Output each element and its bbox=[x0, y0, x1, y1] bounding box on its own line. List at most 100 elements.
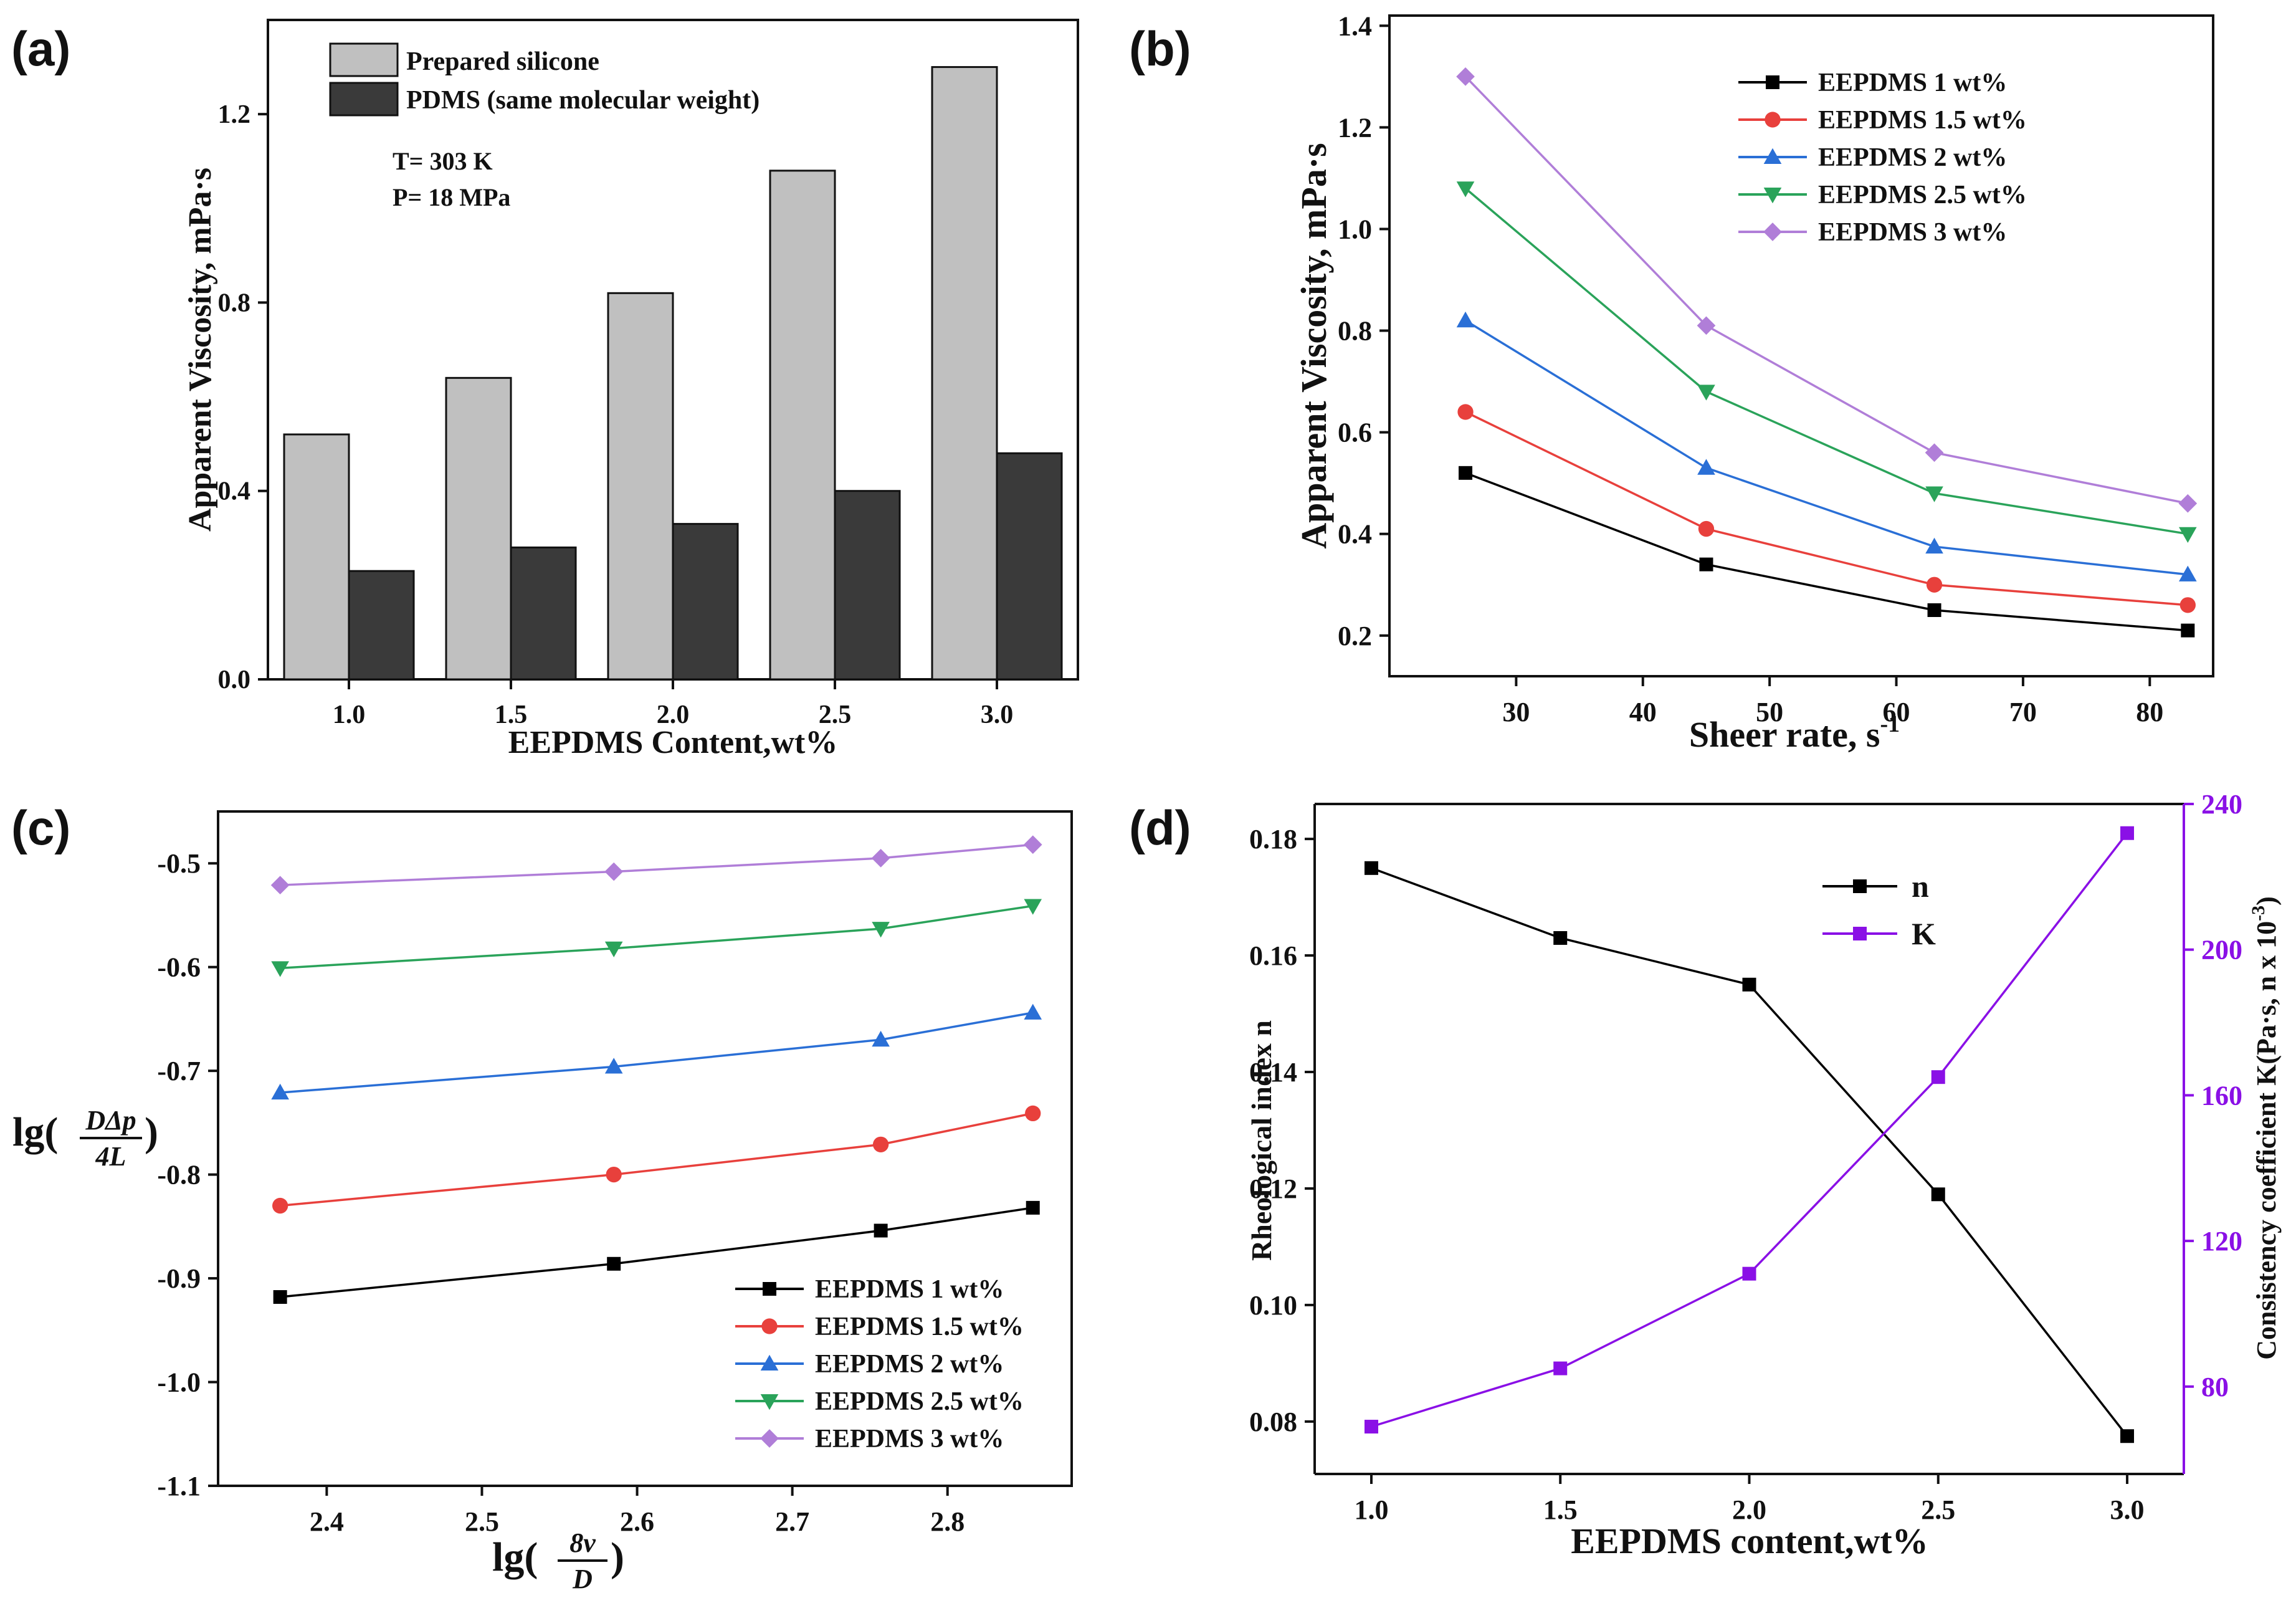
legend-swatch-pdms bbox=[329, 82, 399, 117]
chart-c-legend: EEPDMS 1 wt% EEPDMS 1.5 wt% EEPDMS 2 wt% EE… bbox=[735, 1275, 1024, 1453]
chart-b-legend: EEPDMS 1 wt% EEPDMS 1.5 wt% EEPDMS 2 wt% EE… bbox=[1738, 69, 2027, 247]
y-tick-label-left: 0.08 bbox=[1249, 1407, 1297, 1437]
chart-c-series bbox=[270, 835, 1042, 1304]
x-tick-label: 60 bbox=[1883, 697, 1910, 727]
bar-pdms-same-molecular-weight-2-0 bbox=[672, 523, 739, 681]
x-tick-label: 2.6 bbox=[620, 1506, 654, 1537]
point-eepdms-1-wt-2 bbox=[1927, 603, 1941, 617]
point-eepdms-1-5-wt-1 bbox=[606, 1166, 622, 1183]
legend-marker-eepdms-2-5-wt bbox=[760, 1394, 779, 1410]
chart-a-bars bbox=[283, 66, 1063, 681]
x-tick-label: 2.5 bbox=[819, 701, 852, 729]
chart-d-legend: nK bbox=[1822, 869, 1936, 951]
legend-label-eepdms-2-wt: EEPDMS 2 wt% bbox=[1818, 143, 2007, 172]
chart-b-y-label: Apparent Viscosity, mPa·s bbox=[1293, 143, 1334, 548]
legend-label-eepdms-2-5-wt: EEPDMS 2.5 wt% bbox=[815, 1387, 1024, 1416]
chart-d: 1.0 1.5 2.0 2.5 3.0 0.08 0.10 0.12 0.14 0.16 0.18 8… bbox=[1246, 789, 2282, 1561]
point-k-3 bbox=[1931, 1070, 1945, 1084]
chart-a: 0.0 0.4 0.8 1.2 1.0 1.5 2.0 2.5 3.0 EEPDMS Cont… bbox=[183, 19, 1079, 760]
y-tick-label: 0.0 bbox=[218, 666, 251, 694]
x-tick-label: 2.0 bbox=[657, 701, 690, 729]
legend-label-n: n bbox=[1912, 869, 1929, 904]
x-tick-label: 2.7 bbox=[775, 1506, 809, 1537]
point-eepdms-2-wt-1 bbox=[1697, 459, 1715, 475]
y-tick-label: 0.8 bbox=[218, 289, 251, 317]
point-eepdms-2-5-wt-0 bbox=[271, 961, 289, 977]
bar-prepared-silicone-1-5 bbox=[445, 376, 512, 681]
x-tick-label: 3.0 bbox=[981, 701, 1014, 729]
point-eepdms-3-wt-0 bbox=[270, 876, 290, 895]
series-line-eepdms-3-wt bbox=[280, 843, 1033, 886]
series-line-eepdms-1-5-wt bbox=[1465, 411, 2188, 606]
chart-c-x-label-close: ) bbox=[611, 1534, 624, 1580]
x-tick-label: 50 bbox=[1756, 697, 1783, 727]
y-tick-label: 0.4 bbox=[1338, 519, 1372, 550]
series-line-n bbox=[1371, 867, 2128, 1437]
bar-prepared-silicone-2-5 bbox=[769, 170, 836, 681]
point-eepdms-1-wt-1 bbox=[1699, 557, 1713, 572]
chart-c-y-label-lg: lg( bbox=[12, 1109, 58, 1155]
point-eepdms-2-5-wt-3 bbox=[2179, 527, 2197, 543]
chart-c-x-label: lg( 8v D ) bbox=[492, 1528, 624, 1594]
chart-d-series bbox=[1364, 826, 2135, 1443]
legend-marker-eepdms-3-wt bbox=[1763, 222, 1782, 241]
chart-c-x-label-lg: lg( bbox=[492, 1534, 538, 1580]
chart-b-x-label-exponent: -1 bbox=[1880, 711, 1900, 737]
legend-marker-eepdms-1-wt bbox=[1766, 75, 1779, 89]
legend-label-eepdms-1-wt: EEPDMS 1 wt% bbox=[1818, 69, 2007, 97]
point-eepdms-3-wt-2 bbox=[1925, 443, 1944, 462]
chart-a-annotation-temperature: T= 303 K bbox=[393, 147, 493, 175]
point-eepdms-1-wt-3 bbox=[2181, 623, 2195, 638]
legend-label-eepdms-2-5-wt: EEPDMS 2.5 wt% bbox=[1818, 181, 2027, 209]
y-tick-label: 0.2 bbox=[1338, 621, 1372, 651]
legend-label-prepared-silicone: Prepared silicone bbox=[406, 47, 599, 76]
y-tick-label: -1.1 bbox=[157, 1471, 201, 1501]
legend-marker-eepdms-2-wt bbox=[760, 1354, 779, 1371]
point-eepdms-3-wt-1 bbox=[604, 862, 624, 881]
y-tick-label-right: 80 bbox=[2201, 1372, 2229, 1402]
chart-d-y-label-right: Consistency coefficient K(Pa·s, n x 10-3… bbox=[2248, 896, 2282, 1360]
point-eepdms-2-5-wt-2 bbox=[1925, 486, 1943, 502]
legend-marker-eepdms-2-wt bbox=[1763, 148, 1782, 164]
chart-d-y-label-right-text: Consistency coefficient K(Pa·s, n x 10 bbox=[2251, 921, 2282, 1360]
series-line-eepdms-1-wt bbox=[1465, 472, 2188, 632]
chart-b: 30 40 50 60 70 80 0.2 0.4 0.6 0.8 1.0 1.2 1.4 EEPDMS… bbox=[1293, 11, 2214, 755]
point-eepdms-1-5-wt-0 bbox=[272, 1197, 288, 1214]
y-tick-label: 0.6 bbox=[1338, 418, 1372, 448]
point-eepdms-2-wt-2 bbox=[872, 1030, 890, 1047]
point-eepdms-2-wt-3 bbox=[2179, 565, 2197, 581]
chart-d-y-label-right-exponent: -3 bbox=[2248, 906, 2269, 921]
point-eepdms-1-wt-0 bbox=[1459, 466, 1473, 480]
point-k-4 bbox=[2120, 826, 2135, 840]
legend-label-eepdms-3-wt: EEPDMS 3 wt% bbox=[815, 1425, 1004, 1453]
point-eepdms-2-wt-0 bbox=[1456, 311, 1475, 328]
point-eepdms-2-5-wt-1 bbox=[1697, 385, 1715, 401]
point-eepdms-3-wt-2 bbox=[871, 849, 890, 868]
chart-c-x-label-denominator: D bbox=[572, 1564, 593, 1594]
legend-marker-eepdms-1-5-wt bbox=[761, 1318, 778, 1334]
y-tick-label: -0.7 bbox=[157, 1056, 201, 1086]
legend-label-pdms: PDMS (same molecular weight) bbox=[406, 86, 760, 115]
point-eepdms-2-wt-1 bbox=[604, 1058, 623, 1074]
point-k-0 bbox=[1364, 1420, 1378, 1434]
point-eepdms-3-wt-1 bbox=[1697, 316, 1716, 335]
chart-a-x-ticks: 1.0 1.5 2.0 2.5 3.0 bbox=[333, 679, 1014, 729]
x-tick-label: 3.0 bbox=[2110, 1495, 2145, 1525]
legend-label-eepdms-2-wt: EEPDMS 2 wt% bbox=[815, 1350, 1004, 1379]
point-eepdms-2-wt-2 bbox=[1925, 537, 1943, 554]
y-tick-label-right: 200 bbox=[2201, 935, 2242, 965]
y-tick-label: -0.8 bbox=[157, 1160, 201, 1190]
point-n-3 bbox=[1931, 1187, 1945, 1202]
y-tick-label: -0.9 bbox=[157, 1263, 201, 1294]
legend-label-eepdms-1-5-wt: EEPDMS 1.5 wt% bbox=[1818, 106, 2027, 135]
legend-marker-eepdms-2-5-wt bbox=[1763, 188, 1782, 204]
chart-b-series bbox=[1456, 67, 2198, 638]
chart-d-ticks: 1.0 1.5 2.0 2.5 3.0 0.08 0.10 0.12 0.14 0.16 0.18 8… bbox=[1249, 789, 2242, 1525]
chart-a-y-ticks: 0.0 0.4 0.8 1.2 bbox=[218, 100, 268, 694]
y-tick-label-right: 120 bbox=[2201, 1226, 2242, 1256]
chart-d-x-label: EEPDMS content,wt% bbox=[1571, 1521, 1928, 1561]
point-eepdms-3-wt-3 bbox=[1023, 835, 1042, 854]
y-tick-label: 1.0 bbox=[1338, 214, 1372, 244]
chart-b-plot-frame bbox=[1388, 14, 2214, 677]
